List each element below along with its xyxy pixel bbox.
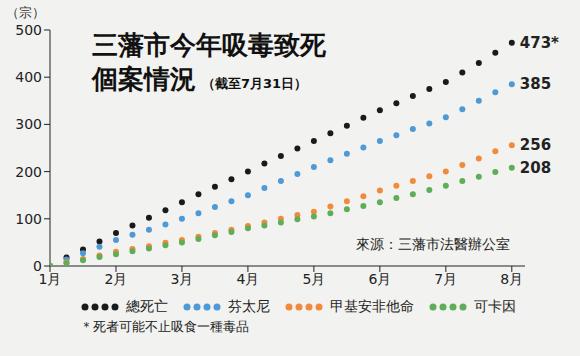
svg-text:256: 256 bbox=[520, 136, 551, 154]
html-text:來源：三藩市法醫辦公室: 來源：三藩市法醫辦公室 bbox=[356, 236, 510, 252]
svg-text:6月: 6月 bbox=[368, 271, 391, 287]
svg-text:300: 300 bbox=[15, 116, 42, 132]
svg-text:5月: 5月 bbox=[302, 271, 325, 287]
html-text:芬太尼: 芬太尼 bbox=[228, 298, 270, 314]
svg-text:385: 385 bbox=[520, 75, 551, 93]
html-text:總死亡: 總死亡 bbox=[126, 298, 168, 314]
html-text:＊死者可能不止吸食一種毒品: ＊死者可能不止吸食一種毒品 bbox=[80, 319, 249, 334]
html-text:可卡因: 可卡因 bbox=[474, 298, 516, 314]
svg-text:208: 208 bbox=[520, 159, 551, 177]
svg-text:400: 400 bbox=[15, 69, 42, 85]
html-text:個案情況 （截至7月31日）: 個案情況 （截至7月31日） bbox=[92, 64, 308, 94]
svg-text:4月: 4月 bbox=[236, 271, 259, 287]
svg-text:0: 0 bbox=[33, 258, 42, 274]
html-text:甲基安非他命: 甲基安非他命 bbox=[330, 298, 414, 314]
svg-text:7月: 7月 bbox=[434, 271, 457, 287]
svg-text:1月: 1月 bbox=[38, 270, 62, 287]
svg-text:3月: 3月 bbox=[170, 271, 193, 287]
svg-text:473*: 473* bbox=[520, 34, 559, 52]
html-text:三藩市今年吸毒致死: 三藩市今年吸毒致死 bbox=[92, 30, 326, 60]
svg-text:200: 200 bbox=[15, 164, 42, 180]
svg-text:100: 100 bbox=[15, 211, 42, 227]
svg-text:2月: 2月 bbox=[105, 271, 128, 287]
html-text:（宗）: （宗） bbox=[6, 5, 45, 20]
svg-text:500: 500 bbox=[15, 22, 42, 38]
svg-text:8月: 8月 bbox=[500, 271, 523, 287]
